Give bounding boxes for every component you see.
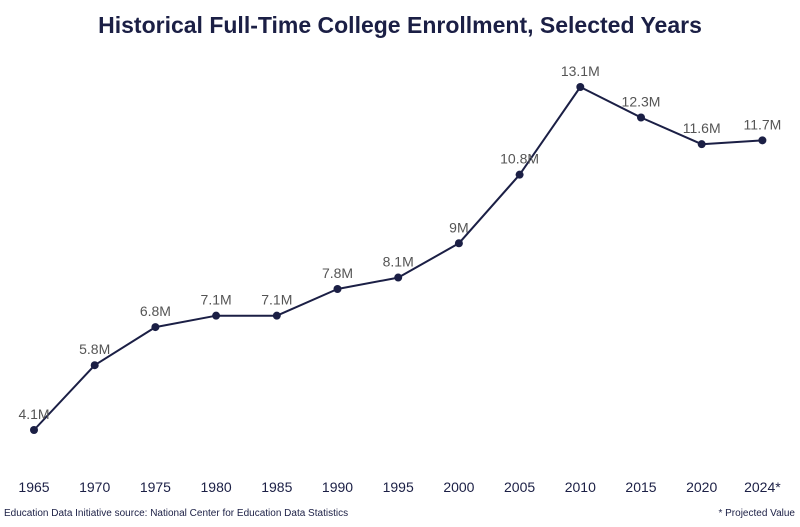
chart-title: Historical Full-Time College Enrollment,… bbox=[98, 12, 702, 38]
data-label: 6.8M bbox=[140, 303, 171, 319]
x-tick-label: 1970 bbox=[79, 479, 110, 495]
x-tick-label: 1985 bbox=[261, 479, 292, 495]
data-label: 10.8M bbox=[500, 151, 539, 167]
x-tick-label: 1990 bbox=[322, 479, 353, 495]
data-label: 13.1M bbox=[561, 63, 600, 79]
data-label: 8.1M bbox=[383, 254, 414, 270]
x-tick-label: 1965 bbox=[18, 479, 49, 495]
data-point bbox=[151, 323, 160, 332]
data-label: 11.7M bbox=[743, 116, 781, 132]
data-label: 9M bbox=[449, 219, 468, 235]
x-tick-label: 1975 bbox=[140, 479, 171, 495]
x-tick-label: 1980 bbox=[201, 479, 232, 495]
x-tick-label: 2010 bbox=[565, 479, 596, 495]
data-point bbox=[90, 361, 99, 370]
data-point bbox=[212, 311, 221, 320]
data-point bbox=[758, 136, 767, 145]
projected-value-note: * Projected Value bbox=[718, 508, 795, 519]
x-tick-label: 2005 bbox=[504, 479, 535, 495]
x-tick-label: 1995 bbox=[383, 479, 414, 495]
x-tick-label: 2020 bbox=[686, 479, 717, 495]
data-point bbox=[333, 284, 342, 293]
data-label: 11.6M bbox=[683, 120, 721, 136]
data-point bbox=[697, 140, 706, 149]
x-tick-label: 2024* bbox=[744, 479, 781, 495]
data-label: 7.1M bbox=[201, 292, 232, 308]
data-label: 5.8M bbox=[79, 341, 110, 357]
x-tick-label: 2000 bbox=[443, 479, 474, 495]
data-label: 7.8M bbox=[322, 265, 353, 281]
data-point bbox=[394, 273, 403, 282]
data-point bbox=[272, 311, 281, 320]
data-point bbox=[30, 426, 38, 434]
x-tick-label: 2015 bbox=[625, 479, 656, 495]
data-label: 4.1M bbox=[18, 406, 49, 422]
data-label: 12.3M bbox=[622, 93, 661, 109]
data-label: 7.1M bbox=[261, 292, 292, 308]
data-point bbox=[576, 83, 585, 91]
data-point bbox=[515, 170, 524, 179]
data-point bbox=[637, 113, 645, 122]
source-note: Education Data Initiative source: Nation… bbox=[4, 508, 349, 519]
data-point bbox=[454, 239, 463, 248]
